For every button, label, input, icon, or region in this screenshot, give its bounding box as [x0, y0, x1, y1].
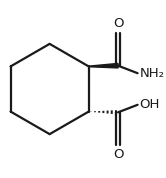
Polygon shape	[89, 63, 118, 68]
Text: O: O	[113, 17, 123, 30]
Text: NH₂: NH₂	[139, 67, 164, 80]
Text: O: O	[113, 148, 123, 161]
Text: OH: OH	[139, 98, 160, 111]
